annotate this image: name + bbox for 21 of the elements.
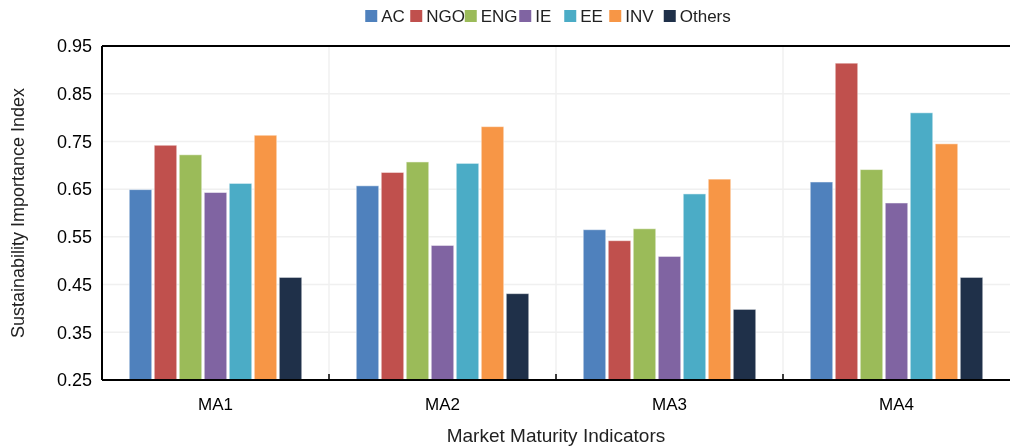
y-tick-label: 0.75 — [56, 131, 92, 152]
legend-label: ENG — [480, 6, 518, 26]
x-tick-label: MA1 — [198, 395, 233, 414]
y-tick-label: 0.25 — [56, 370, 92, 391]
legend-label: NGO — [426, 6, 465, 26]
y-tick-label: 0.95 — [56, 36, 92, 57]
y-tick-label: 0.85 — [56, 84, 92, 105]
x-axis-title: Market Maturity Indicators — [446, 425, 666, 446]
y-tick-label: 0.35 — [56, 322, 92, 343]
x-tick-label: MA3 — [652, 395, 687, 414]
y-tick-label: 0.65 — [56, 179, 92, 200]
legend-label: Others — [679, 6, 731, 26]
legend-label: AC — [381, 6, 405, 26]
legend-label: EE — [580, 6, 603, 26]
legend-label: IE — [535, 6, 552, 26]
y-axis-title: Sustainability Importance Index — [8, 87, 28, 339]
legend-label: INV — [625, 6, 655, 26]
x-tick-label: MA2 — [425, 395, 460, 414]
x-tick-label: MA4 — [879, 395, 914, 414]
y-tick-label: 0.45 — [56, 274, 92, 295]
y-tick-label: 0.55 — [56, 227, 92, 248]
